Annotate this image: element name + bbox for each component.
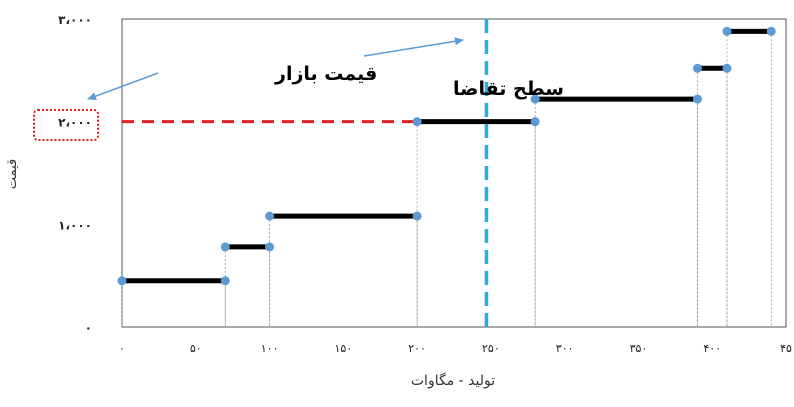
step-point [412,117,422,127]
market-price-highlight-box [33,109,99,141]
step-point [692,94,702,104]
x-tick-label: ۰ [119,342,125,355]
y-tick-label: ۲،۰۰۰ [58,116,92,130]
x-tick-label: ۳۵۰ [630,342,648,355]
demand-arrow [363,37,464,57]
step-point [722,63,732,73]
x-axis-title: تولید - مگاوات [411,372,495,389]
step-endpoints [117,26,776,286]
step-point [265,211,275,221]
x-tick-label: ۴۰۰ [703,342,721,355]
y-axis-title: قیمت [5,159,20,189]
step-point [530,94,540,104]
x-axis-ticks: ۰ ۵۰ ۱۰۰ ۱۵۰ ۲۰۰ ۲۵۰ ۳۰۰ ۳۵۰ ۴۰۰ ۴۵ [119,342,792,355]
market-price-label: قیمت بازار [274,63,377,85]
y-axis-ticks: ۰ ۱،۰۰۰ ۲،۰۰۰ ۳،۰۰۰ [58,13,92,335]
market-price-arrow [87,72,159,100]
x-tick-label: ۵۰ [190,342,202,355]
y-tick-label: ۳،۰۰۰ [58,13,92,27]
step-point [117,276,127,286]
x-tick-label: ۱۵۰ [334,342,352,355]
y-tick-label: ۰ [85,321,92,335]
supply-steps [122,28,772,284]
step-point [220,276,230,286]
x-tick-label: ۴۵ [780,342,792,355]
vertical-connectors [121,31,772,327]
x-tick-label: ۲۵۰ [482,342,500,355]
step-point [722,26,732,36]
step-point [530,117,540,127]
y-tick-label: ۱،۰۰۰ [58,218,92,232]
plot-area [121,18,787,328]
step-point [265,242,275,252]
step-point [766,26,776,36]
step-point [412,211,422,221]
x-tick-label: ۱۰۰ [261,342,279,355]
step-point [692,63,702,73]
step-point [220,242,230,252]
demand-label: سطح تقاضا [453,78,564,100]
x-tick-label: ۲۰۰ [408,342,426,355]
x-tick-label: ۳۰۰ [556,342,574,355]
